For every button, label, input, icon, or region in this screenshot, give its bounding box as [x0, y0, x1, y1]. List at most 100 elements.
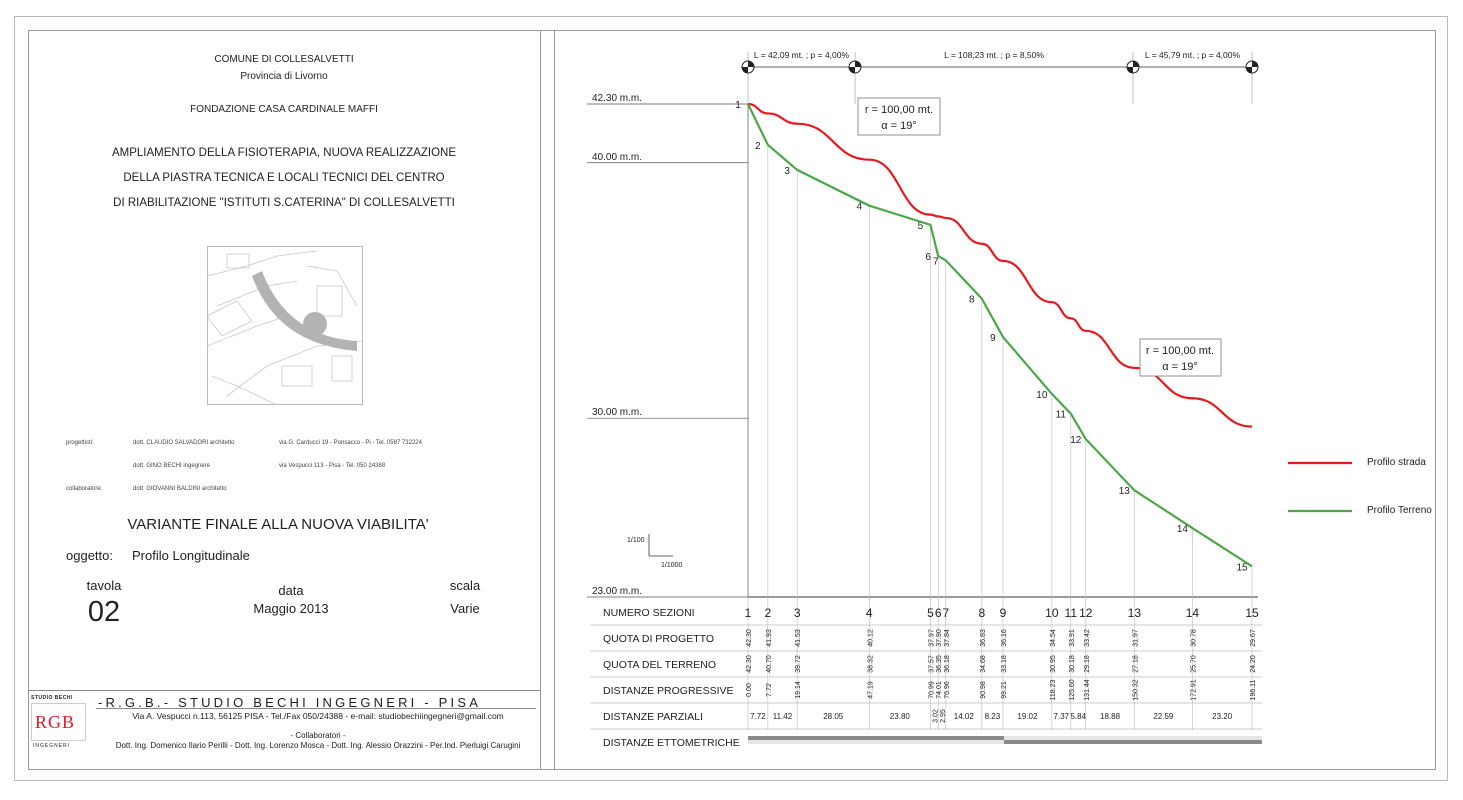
section-number: 2: [764, 606, 771, 620]
table-distanza-parziale: 28.05: [823, 712, 844, 721]
provincia-text: Provincia di Livorno: [240, 71, 328, 82]
benchmark-fill: [1246, 61, 1258, 73]
table-distanza-progressiva: 70.99: [928, 681, 935, 699]
oggetto-label: oggetto:: [66, 548, 113, 563]
table-quota-terreno: 38.32: [867, 655, 874, 673]
table-quota-progetto: 37.90: [936, 629, 943, 647]
section-terrain-label: 10: [1036, 390, 1048, 401]
progettista-2-address: via Vespucci 113 - Pisa - Tel. 050 24388: [279, 463, 386, 469]
section-number: 12: [1079, 606, 1093, 620]
table-quota-progetto: 31.97: [1132, 629, 1139, 647]
table-distanza-progressiva: 76.96: [944, 681, 951, 699]
table-row-label: QUOTA DEL TERRENO: [603, 659, 716, 671]
table-distanza-progressiva: 172.91: [1190, 679, 1197, 701]
table-distanza-progressiva: 150.32: [1132, 679, 1139, 701]
table-distanza-parziale: 7.72: [750, 712, 766, 721]
curve-label-2-radius: r = 100,00 mt.: [1146, 345, 1214, 357]
table-distanza-progressiva: 125.60: [1069, 679, 1076, 701]
table-quota-terreno: 25.70: [1190, 655, 1197, 673]
scala-label: scala: [449, 578, 481, 593]
drawing-frame: [28, 30, 1436, 770]
scale-vertical-label: 1/100: [627, 537, 645, 544]
table-quota-terreno: 27.18: [1132, 655, 1139, 673]
table-quota-terreno: 36.18: [944, 655, 951, 673]
elevation-label: 30.00 m.m.: [592, 407, 642, 418]
table-quota-terreno: 40.70: [766, 655, 773, 673]
project-line-1: AMPLIAMENTO DELLA FISIOTERAPIA, NUOVA RE…: [111, 147, 457, 159]
grade-segment-label: L = 42,09 mt. ; p = 4,00%: [754, 50, 850, 60]
studio-separator: [28, 690, 540, 691]
table-distanza-progressiva: 7.72: [766, 683, 773, 697]
section-number: 11: [1065, 606, 1078, 620]
studio-logo: RGB: [31, 703, 86, 741]
table-quota-terreno: 42.30: [746, 655, 753, 673]
section-terrain-label: 2: [755, 141, 761, 152]
ettometric-bar-1-shadow: [748, 740, 1004, 744]
table-quota-progetto: 33.91: [1069, 629, 1076, 647]
section-number: 6: [935, 606, 942, 620]
section-terrain-label: 7: [933, 256, 939, 267]
section-terrain-label: 6: [925, 252, 931, 263]
table-quota-terreno: 24.20: [1250, 655, 1257, 673]
table-quota-progetto: 34.54: [1050, 629, 1057, 647]
scale-horizontal-label: 1/1000: [661, 562, 683, 569]
tavola-label: tavola: [86, 578, 122, 593]
section-terrain-label: 14: [1177, 524, 1189, 535]
collab-names: Dott. Ing. Domenico Ilario Perilli - Dot…: [115, 741, 521, 750]
logo-top-text: STUDIO BECHI: [31, 695, 73, 701]
table-row-label: DISTANZE PROGRESSIVE: [603, 685, 734, 697]
logo-bottom-text: INGEGNERI: [33, 743, 71, 749]
progettista-2-name: dott. GINO BECHI ingegnere: [133, 463, 211, 469]
ettometric-bar-2-shadow: [1004, 736, 1262, 740]
grade-segment-label: L = 108,23 mt. ; p = 8,50%: [944, 50, 1044, 60]
grade-segment-label: L = 45,79 mt. ; p = 4,00%: [1145, 50, 1241, 60]
section-terrain-label: 4: [856, 202, 862, 213]
studio-underline: [96, 708, 536, 709]
legend-label: Profilo strada: [1367, 457, 1426, 468]
project-line-3: DI RIABILITAZIONE "ISTITUTI S.CATERINA" …: [113, 197, 455, 209]
table-quota-progetto: 36.83: [980, 629, 987, 647]
collab-label: - Collaboratori -: [290, 731, 346, 740]
site-plan-map: [207, 246, 363, 405]
section-number: 8: [978, 606, 985, 620]
table-distanza-parziale: 19.02: [1017, 712, 1038, 721]
variant-title: VARIANTE FINALE ALLA NUOVA VIABILITA': [127, 516, 429, 533]
scala-value: Varie: [450, 601, 480, 616]
table-quota-terreno: 30.95: [1050, 655, 1057, 673]
table-quota-progetto: 37.84: [944, 629, 951, 647]
table-distanza-parziale: 23.80: [890, 712, 911, 721]
section-number: 10: [1045, 606, 1059, 620]
studio-address: Via A. Vespucci n.113, 56125 PISA - Tel.…: [132, 711, 504, 721]
table-distanza-progressiva: 196.11: [1250, 679, 1257, 700]
curve-label-2-angle: α = 19°: [1162, 361, 1198, 373]
table-distanza-parziale: 22.59: [1153, 712, 1174, 721]
table-distanza-parziale: 2.95: [940, 709, 947, 723]
table-distanza-parziale: 7.37: [1054, 712, 1070, 721]
section-number: 7: [942, 606, 949, 620]
project-line-2: DELLA PIASTRA TECNICA E LOCALI TECNICI D…: [123, 172, 445, 184]
table-distanza-progressiva: 118.23: [1050, 679, 1057, 700]
table-quota-terreno: 39.72: [795, 655, 802, 673]
table-quota-terreno: 33.18: [1001, 655, 1008, 673]
tavola-value: 02: [87, 596, 121, 628]
section-terrain-label: 15: [1236, 562, 1248, 573]
frame-divider-2: [554, 30, 555, 770]
table-distanza-parziale: 3.02: [932, 709, 939, 723]
data-label: data: [278, 583, 304, 598]
fondazione-text: FONDAZIONE CASA CARDINALE MAFFI: [190, 104, 378, 115]
collaboratore-label: collaboratore:: [66, 486, 103, 492]
section-terrain-label: 12: [1070, 435, 1082, 446]
elevation-label: 40.00 m.m.: [592, 152, 642, 163]
curve-label-1-radius: r = 100,00 mt.: [865, 104, 933, 116]
table-distanza-progressiva: 90.98: [980, 681, 987, 699]
section-number: 9: [1000, 606, 1007, 620]
table-quota-progetto: 30.78: [1190, 629, 1197, 647]
section-terrain-label: 1: [735, 100, 741, 111]
table-quota-terreno: 34.68: [980, 655, 987, 673]
table-distanza-parziale: 8.23: [985, 712, 1001, 721]
section-terrain-label: 3: [784, 166, 790, 177]
elevation-label: 23.00 m.m.: [592, 586, 642, 597]
benchmark-fill: [849, 61, 861, 73]
progettisti-label: progettisti:: [66, 440, 94, 446]
